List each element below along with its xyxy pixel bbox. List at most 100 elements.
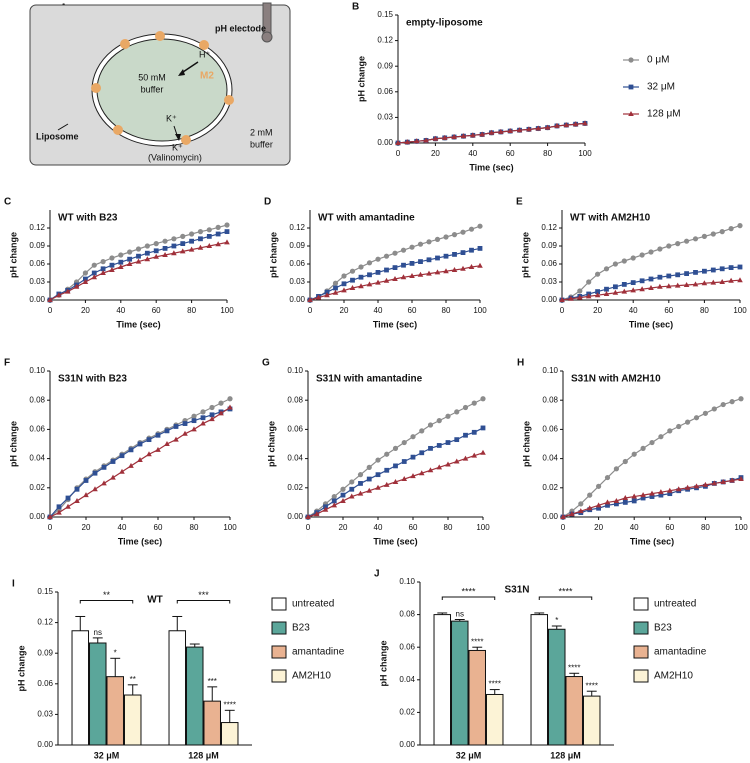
marker (358, 264, 364, 270)
x-tick-label: 40 (629, 306, 638, 315)
marker (313, 511, 320, 517)
x-tick-label: 100 (473, 306, 487, 315)
y-tick-label: 0.10 (542, 366, 558, 375)
y-axis-label: pH change (521, 421, 531, 467)
y-axis-label: pH change (8, 421, 18, 467)
legend-label: 128 μM (647, 109, 681, 120)
panel-letter: J (374, 569, 380, 580)
y-tick-label: 0.06 (29, 425, 45, 434)
marker (477, 246, 483, 251)
series-line (562, 398, 742, 518)
marker (384, 267, 389, 273)
marker (443, 234, 449, 240)
y-axis-label: pH change (520, 232, 530, 278)
marker (224, 239, 230, 245)
x-tick-label: 80 (187, 306, 196, 315)
marker (445, 461, 451, 467)
marker (569, 511, 575, 517)
marker (427, 467, 434, 473)
marker (701, 280, 708, 286)
marker (470, 132, 476, 138)
marker (586, 279, 592, 285)
marker (366, 260, 373, 266)
marker (164, 428, 170, 434)
marker (477, 223, 483, 229)
legend-label: AM2H10 (654, 671, 693, 682)
marker (375, 472, 381, 478)
marker (189, 238, 194, 244)
bar (220, 722, 239, 746)
marker (460, 229, 466, 235)
marker (206, 243, 213, 248)
bracket-label: **** (461, 586, 476, 596)
marker (423, 137, 429, 143)
x-tick-label: 80 (444, 523, 453, 532)
y-tick-label: 0.12 (289, 223, 305, 232)
marker (595, 502, 602, 508)
marker (435, 255, 440, 261)
marker (410, 473, 416, 479)
x-tick-label: 0 (560, 306, 565, 315)
bar (123, 694, 142, 746)
marker (65, 503, 71, 509)
chart-panel: BpH change 0.00 0.03 0.06 0.09 0.12 0.15 empty-… (352, 2, 681, 173)
marker (683, 282, 690, 287)
marker (409, 244, 415, 250)
marker (559, 297, 565, 302)
marker (436, 464, 443, 470)
marker (128, 447, 134, 453)
label: pH electode (215, 23, 266, 33)
sig-bracket (441, 596, 496, 600)
marker (658, 492, 664, 498)
sig-label: ** (130, 675, 136, 684)
marker (631, 493, 637, 499)
marker (622, 458, 628, 465)
chart-title: WT with amantadine (318, 213, 415, 224)
marker (410, 454, 416, 460)
marker (206, 234, 212, 239)
marker (198, 236, 203, 242)
marker (409, 261, 415, 266)
x-tick-label: 60 (152, 306, 161, 315)
marker (410, 434, 416, 440)
label: 50 mM (138, 72, 166, 82)
marker (358, 481, 363, 486)
marker (401, 476, 408, 482)
marker (603, 291, 610, 296)
marker (720, 478, 726, 484)
marker (173, 436, 179, 442)
marker (463, 432, 468, 438)
x-tick-label: 60 (664, 306, 673, 315)
x-axis-label: Time (sec) (116, 319, 160, 329)
y-tick-label: 0.15 (377, 10, 393, 19)
marker (666, 273, 672, 279)
marker (332, 289, 339, 295)
legend-label: amantadine (292, 647, 345, 658)
x-tick-label: 40 (116, 306, 125, 315)
marker (82, 270, 88, 276)
marker (383, 481, 390, 487)
x-axis-label: Time (sec) (373, 319, 417, 329)
marker (137, 441, 143, 447)
marker (340, 492, 346, 498)
marker (47, 297, 53, 302)
y-tick-label: 0.06 (289, 259, 305, 268)
x-tick-label: 40 (630, 523, 639, 532)
marker (710, 279, 717, 285)
marker (119, 468, 125, 474)
legend-marker (628, 111, 634, 116)
marker (418, 259, 423, 264)
y-tick-label: 0.00 (399, 740, 415, 749)
marker (101, 464, 107, 470)
bracket-label: ** (103, 590, 111, 600)
marker (375, 270, 381, 275)
marker (674, 282, 681, 288)
sig-label: ns (94, 628, 102, 637)
marker (657, 246, 663, 252)
marker (719, 266, 725, 272)
y-tick-label: 0.06 (37, 679, 53, 688)
marker (432, 135, 439, 141)
marker (596, 483, 602, 489)
label: K⁺ (172, 142, 183, 152)
